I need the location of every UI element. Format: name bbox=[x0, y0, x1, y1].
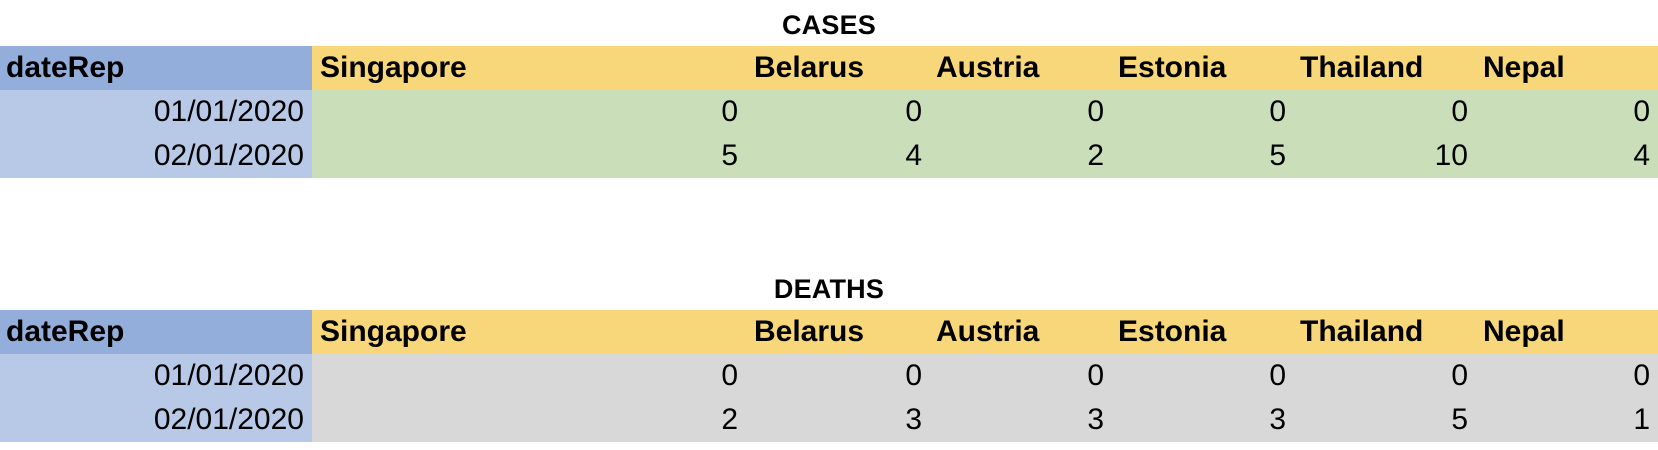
deaths-row2-band bbox=[312, 398, 1658, 442]
deaths-header-austria: Austria bbox=[936, 315, 1040, 348]
table-row: 01/01/2020 0 0 0 0 0 0 bbox=[0, 354, 1658, 398]
cases-row2-estonia: 5 bbox=[1269, 139, 1286, 172]
deaths-header-date: dateRep bbox=[0, 310, 312, 354]
deaths-row2-belarus: 3 bbox=[905, 403, 922, 436]
deaths-row2-singapore: 2 bbox=[721, 403, 738, 436]
deaths-header-belarus: Belarus bbox=[754, 315, 865, 348]
deaths-row2-nepal: 1 bbox=[1633, 403, 1650, 436]
cases-row1-singapore: 0 bbox=[721, 95, 738, 128]
cases-header-singapore: Singapore bbox=[320, 51, 467, 84]
cases-header-austria: Austria bbox=[936, 51, 1040, 84]
cases-row2-belarus: 4 bbox=[905, 139, 922, 172]
cases-row1-date: 01/01/2020 bbox=[0, 90, 312, 134]
cases-row1-nepal: 0 bbox=[1633, 95, 1650, 128]
cases-table: CASES dateRep Singapore Belarus Austria … bbox=[0, 0, 1658, 178]
cases-row1-thailand: 0 bbox=[1451, 95, 1468, 128]
cases-row1-austria: 0 bbox=[1087, 95, 1104, 128]
deaths-row1-singapore: 0 bbox=[721, 359, 738, 392]
cases-header-date: dateRep bbox=[0, 46, 312, 90]
deaths-row1-band bbox=[312, 354, 1658, 398]
table-row: 02/01/2020 5 4 2 5 10 4 bbox=[0, 134, 1658, 178]
cases-header-row: dateRep Singapore Belarus Austria Estoni… bbox=[0, 46, 1658, 90]
deaths-row1-estonia: 0 bbox=[1269, 359, 1286, 392]
cases-row2-austria: 2 bbox=[1087, 139, 1104, 172]
cases-row2-thailand: 10 bbox=[1434, 139, 1468, 172]
cases-header-estonia: Estonia bbox=[1118, 51, 1227, 84]
cases-row2-singapore: 5 bbox=[721, 139, 738, 172]
cases-title: CASES bbox=[781, 10, 877, 40]
deaths-row2-austria: 3 bbox=[1087, 403, 1104, 436]
deaths-row2-date: 02/01/2020 bbox=[0, 398, 312, 442]
table-row: 02/01/2020 2 3 3 3 5 1 bbox=[0, 398, 1658, 442]
deaths-header-estonia: Estonia bbox=[1118, 315, 1227, 348]
cases-header-belarus: Belarus bbox=[754, 51, 865, 84]
deaths-header-row: dateRep Singapore Belarus Austria Estoni… bbox=[0, 310, 1658, 354]
cases-row2-band bbox=[312, 134, 1658, 178]
deaths-header-nepal: Nepal bbox=[1483, 315, 1565, 348]
deaths-header-singapore: Singapore bbox=[320, 315, 467, 348]
deaths-row2-thailand: 5 bbox=[1451, 403, 1468, 436]
cases-row2-nepal: 4 bbox=[1633, 139, 1650, 172]
deaths-header-thailand: Thailand bbox=[1300, 315, 1424, 348]
deaths-row1-nepal: 0 bbox=[1633, 359, 1650, 392]
cases-row1-estonia: 0 bbox=[1269, 95, 1286, 128]
deaths-table: DEATHS dateRep Singapore Belarus Austria… bbox=[0, 264, 1658, 442]
deaths-row1-austria: 0 bbox=[1087, 359, 1104, 392]
cases-row1-belarus: 0 bbox=[905, 95, 922, 128]
cases-header-thailand: Thailand bbox=[1300, 51, 1424, 84]
deaths-title: DEATHS bbox=[773, 274, 885, 304]
table-row: 01/01/2020 0 0 0 0 0 0 bbox=[0, 90, 1658, 134]
deaths-row2-estonia: 3 bbox=[1269, 403, 1286, 436]
cases-header-band bbox=[312, 46, 1658, 90]
deaths-row1-thailand: 0 bbox=[1451, 359, 1468, 392]
deaths-header-band bbox=[312, 310, 1658, 354]
deaths-row1-belarus: 0 bbox=[905, 359, 922, 392]
cases-row2-date: 02/01/2020 bbox=[0, 134, 312, 178]
deaths-row1-date: 01/01/2020 bbox=[0, 354, 312, 398]
cases-row1-band bbox=[312, 90, 1658, 134]
cases-header-nepal: Nepal bbox=[1483, 51, 1565, 84]
